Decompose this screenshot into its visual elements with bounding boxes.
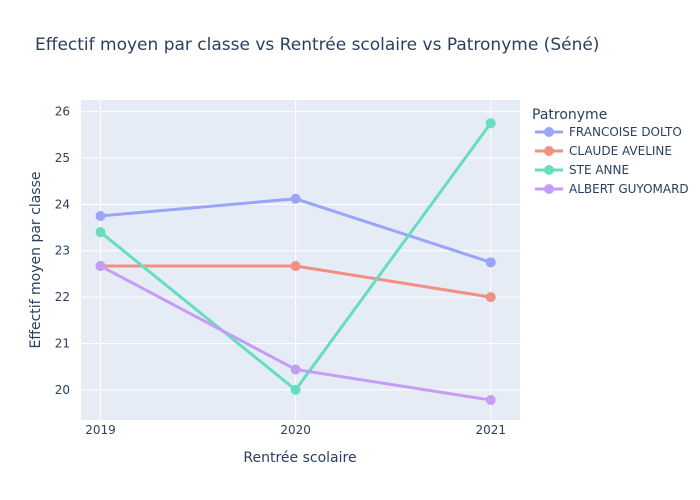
y-tick-label: 23 — [55, 244, 70, 258]
x-tick-label: 2021 — [475, 423, 506, 437]
data-point[interactable] — [95, 210, 106, 221]
data-point[interactable] — [95, 227, 106, 238]
y-tick-label: 26 — [55, 105, 70, 119]
legend-label: CLAUDE AVELINE — [569, 144, 672, 158]
legend-item[interactable]: STE ANNE — [535, 163, 629, 177]
y-tick-label: 22 — [55, 290, 70, 304]
y-tick-label: 25 — [55, 151, 70, 165]
data-point[interactable] — [485, 292, 496, 303]
y-tick-label: 21 — [55, 336, 70, 350]
data-point[interactable] — [95, 261, 106, 272]
legend-marker-icon — [544, 146, 554, 156]
y-tick-label: 20 — [55, 383, 70, 397]
legend-label: STE ANNE — [569, 163, 629, 177]
series-group — [95, 118, 496, 406]
data-point[interactable] — [485, 118, 496, 129]
legend-item[interactable]: ALBERT GUYOMARD — [535, 182, 689, 196]
y-tick-label: 24 — [55, 197, 70, 211]
chart-title: Effectif moyen par classe vs Rentrée sco… — [35, 35, 599, 55]
y-axis-ticks: 20 21 22 23 24 25 26 — [55, 105, 70, 397]
legend-label: FRANCOISE DOLTO — [569, 125, 682, 139]
data-point[interactable] — [290, 261, 301, 272]
data-point[interactable] — [290, 364, 301, 375]
data-point[interactable] — [290, 193, 301, 204]
x-axis-ticks: 2019 2020 2021 — [85, 423, 506, 437]
legend-marker-icon — [544, 165, 554, 175]
legend[interactable]: Patronyme FRANCOISE DOLTO CLAUDE AVELINE S… — [532, 107, 689, 196]
legend-title: Patronyme — [532, 107, 607, 123]
data-point[interactable] — [485, 395, 496, 406]
legend-marker-icon — [544, 127, 554, 137]
plot-area — [81, 100, 520, 420]
gridlines — [81, 100, 520, 420]
y-axis-title: Effectif moyen par classe — [28, 171, 44, 348]
x-tick-label: 2019 — [85, 423, 116, 437]
x-axis-title: Rentrée scolaire — [243, 450, 356, 466]
legend-marker-icon — [544, 184, 554, 194]
legend-item[interactable]: CLAUDE AVELINE — [535, 144, 672, 158]
data-point[interactable] — [485, 257, 496, 268]
x-tick-label: 2020 — [280, 423, 311, 437]
data-point[interactable] — [290, 384, 301, 395]
legend-item[interactable]: FRANCOISE DOLTO — [535, 125, 682, 139]
legend-label: ALBERT GUYOMARD — [569, 182, 689, 196]
